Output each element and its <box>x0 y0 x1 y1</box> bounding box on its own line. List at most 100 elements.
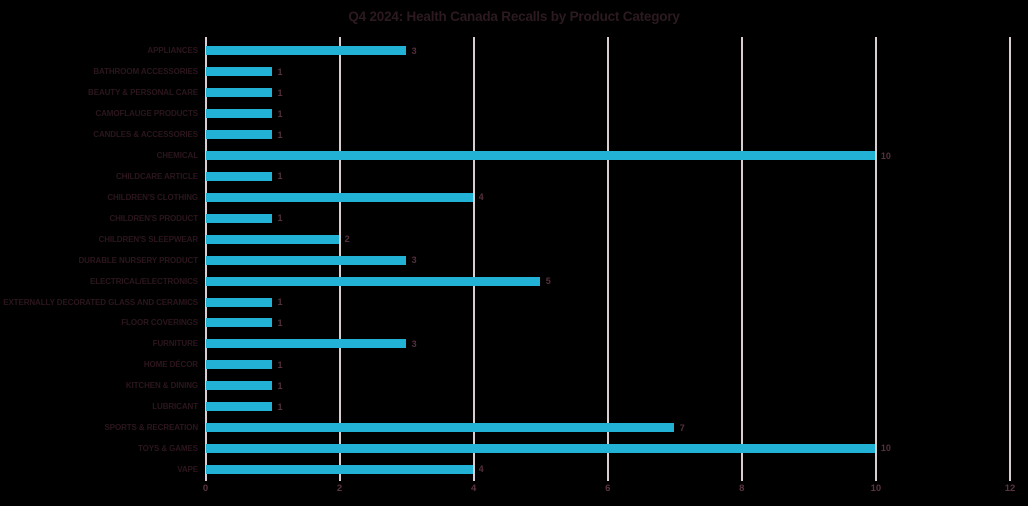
y-axis-line <box>204 37 207 481</box>
value-label: 3 <box>411 255 417 266</box>
bar <box>206 234 339 244</box>
value-label: 1 <box>277 66 283 77</box>
category-label: BEAUTY & PERSONAL CARE <box>88 88 198 98</box>
bar <box>206 88 272 98</box>
bar-row: CHILDREN'S PRODUCT 1 <box>0 208 1028 229</box>
value-label: 1 <box>277 171 283 182</box>
x-tick-label: 8 <box>739 483 745 494</box>
bar-row: EXTERNALLY DECORATED GLASS AND CERAMICS 1 <box>0 292 1028 313</box>
bar <box>206 276 540 286</box>
category-label: CHEMICAL <box>156 151 199 161</box>
category-label: CANDLES & ACCESSORIES <box>93 130 198 140</box>
bar <box>206 297 272 307</box>
bar-row: APPLIANCES 3 <box>0 41 1028 62</box>
bar-row: CANDLES & ACCESSORIES 1 <box>0 124 1028 145</box>
bar-row: ELECTRICAL/ELECTRONICS 5 <box>0 271 1028 292</box>
value-label: 1 <box>277 317 283 328</box>
value-label: 2 <box>344 234 350 245</box>
category-label: CHILDREN'S SLEEPWEAR <box>98 234 199 244</box>
category-label: DURABLE NURSERY PRODUCT <box>78 255 199 265</box>
bar <box>206 109 272 119</box>
category-label: BATHROOM ACCESSORIES <box>93 67 198 77</box>
bar <box>206 171 272 181</box>
gridline <box>606 37 609 481</box>
x-tick-label: 12 <box>1004 483 1016 494</box>
value-label: 10 <box>880 443 891 454</box>
value-label: 1 <box>277 297 283 308</box>
category-label: CHILDREN'S CLOTHING <box>107 192 198 202</box>
category-label: KITCHEN & DINING <box>125 381 198 391</box>
bar-row: HOME DÉCOR 1 <box>0 354 1028 375</box>
bar <box>206 339 406 349</box>
bar-row: KITCHEN & DINING 1 <box>0 375 1028 396</box>
bar-row: SPORTS & RECREATION 7 <box>0 417 1028 438</box>
category-label: VAPE <box>177 464 198 474</box>
bar <box>206 255 406 265</box>
bar <box>206 46 406 56</box>
value-label: 1 <box>277 380 283 391</box>
bar-row: BEAUTY & PERSONAL CARE 1 <box>0 82 1028 103</box>
value-label: 1 <box>277 401 283 412</box>
category-label: APPLIANCES <box>147 46 198 56</box>
bar <box>206 423 674 433</box>
bar-row: CHILDCARE ARTICLE 1 <box>0 166 1028 187</box>
bar <box>206 67 272 77</box>
bar <box>206 318 272 328</box>
gridline <box>740 37 743 481</box>
bar-rows: APPLIANCES 3 BATHROOM ACCESSORIES 1 BEAUTY &… <box>0 41 1028 480</box>
bar <box>206 213 272 223</box>
category-label: FURNITURE <box>152 339 198 349</box>
bar-row: DURABLE NURSERY PRODUCT 3 <box>0 250 1028 271</box>
bar-row: FURNITURE 3 <box>0 333 1028 354</box>
bar <box>206 130 272 140</box>
bar-row: BATHROOM ACCESSORIES 1 <box>0 61 1028 82</box>
bar <box>206 464 473 474</box>
category-label: LUBRICANT <box>152 402 198 412</box>
category-label: SPORTS & RECREATION <box>104 423 198 433</box>
bar <box>206 402 272 412</box>
value-label: 1 <box>277 213 283 224</box>
bar-row: LUBRICANT 1 <box>0 396 1028 417</box>
category-label: CAMOFLAUGE PRODUCTS <box>95 109 198 119</box>
bar-row: CHILDREN'S SLEEPWEAR 2 <box>0 229 1028 250</box>
value-label: 1 <box>277 359 283 370</box>
value-label: 5 <box>545 276 551 287</box>
value-label: 7 <box>679 422 685 433</box>
category-label: HOME DÉCOR <box>143 360 198 370</box>
category-label: CHILDCARE ARTICLE <box>116 171 198 181</box>
bar-row: CHILDREN'S CLOTHING 4 <box>0 187 1028 208</box>
category-label: FLOOR COVERINGS <box>121 318 198 328</box>
x-tick-label: 0 <box>202 483 209 494</box>
value-label: 3 <box>411 45 417 56</box>
x-tick-label: 2 <box>336 483 343 494</box>
x-tick-label: 4 <box>471 483 477 494</box>
gridline <box>472 37 475 481</box>
value-label: 1 <box>277 129 283 140</box>
bar <box>206 192 473 202</box>
gridline <box>1009 37 1011 481</box>
category-label: ELECTRICAL/ELECTRONICS <box>89 276 198 286</box>
value-label: 4 <box>478 192 484 203</box>
bar-row: CHEMICAL 10 <box>0 145 1028 166</box>
value-label: 1 <box>277 87 283 98</box>
value-label: 1 <box>277 108 283 119</box>
bar-row: FLOOR COVERINGS 1 <box>0 312 1028 333</box>
bar-row: TOYS & GAMES 10 <box>0 438 1028 459</box>
bar <box>206 151 875 161</box>
value-label: 10 <box>880 150 891 161</box>
bar-row: VAPE 4 <box>0 459 1028 480</box>
chart-title: Q4 2024: Health Canada Recalls by Produc… <box>348 9 680 24</box>
category-label: CHILDREN'S PRODUCT <box>109 213 198 223</box>
value-label: 3 <box>411 338 417 349</box>
category-label: EXTERNALLY DECORATED GLASS AND CERAMICS <box>3 297 198 307</box>
bar <box>206 381 272 391</box>
bar <box>206 360 272 370</box>
gridline <box>874 37 877 481</box>
bar <box>206 443 875 453</box>
x-tick-label: 6 <box>605 483 611 494</box>
x-tick-label: 10 <box>870 483 882 494</box>
value-label: 4 <box>478 464 484 475</box>
bar-row: CAMOFLAUGE PRODUCTS 1 <box>0 103 1028 124</box>
category-label: TOYS & GAMES <box>138 443 198 453</box>
